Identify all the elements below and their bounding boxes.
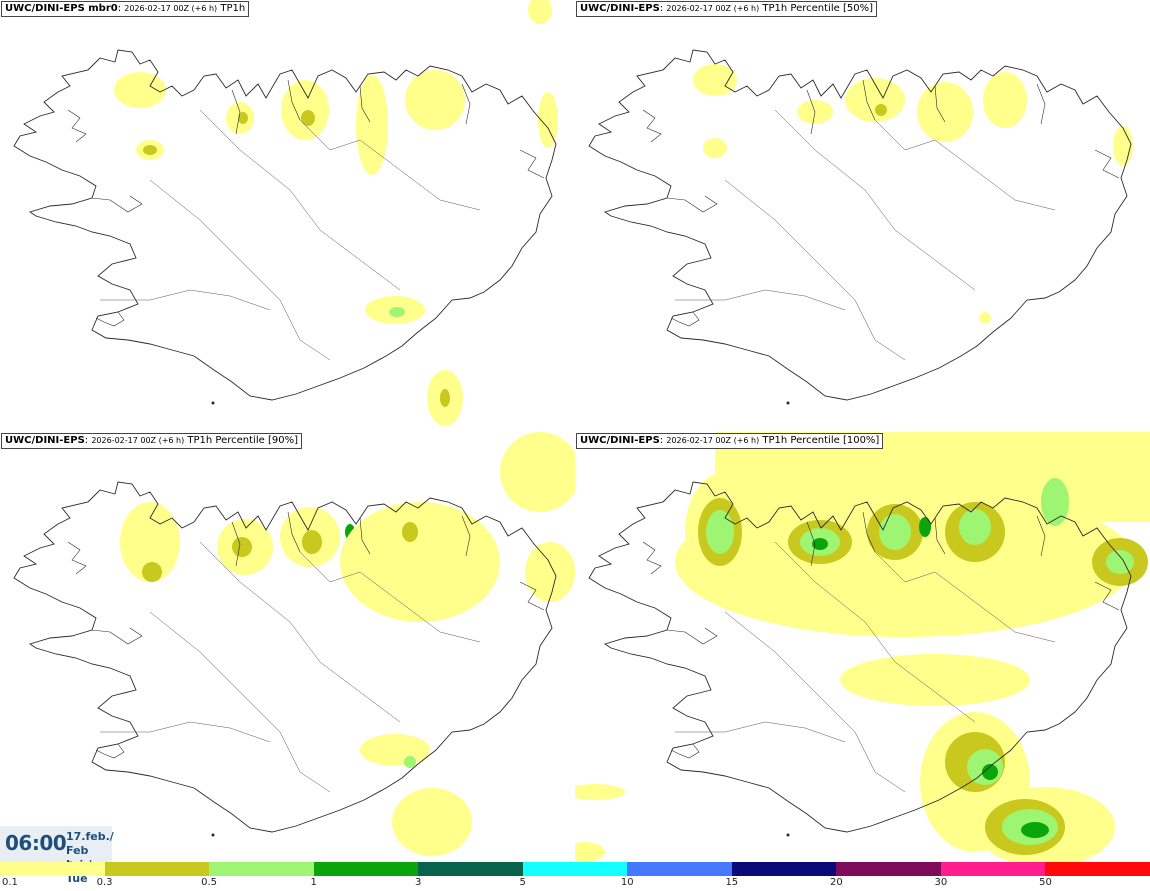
legend-swatch <box>0 862 105 876</box>
legend-swatch <box>522 862 628 876</box>
panel-title: UWC/DINI-EPS mbr0: 2026-02-17 00Z (+6 h)… <box>1 1 250 17</box>
legend-swatch <box>209 862 315 876</box>
precip-fields <box>120 432 575 856</box>
panel-title: UWC/DINI-EPS: 2026-02-17 00Z (+6 h) TP1h… <box>1 433 302 449</box>
map-panel-p100: UWC/DINI-EPS: 2026-02-17 00Z (+6 h) TP1h… <box>575 432 1150 862</box>
valid-time-box: 06:00 17.feb./ Feb Þri./ Tue <box>0 826 114 885</box>
legend-tick-label: 20 <box>829 877 843 888</box>
precip-map <box>588 49 1133 405</box>
legend-tick-label: 3 <box>414 877 422 888</box>
legend-swatch <box>627 862 733 876</box>
panel-title: UWC/DINI-EPS: 2026-02-17 00Z (+6 h) TP1h… <box>576 1 877 17</box>
legend-tick-label: 15 <box>725 877 739 888</box>
precip-fields <box>693 64 1133 324</box>
legend-swatch <box>836 862 942 876</box>
legend-swatch <box>313 862 419 876</box>
valid-time: 06:00 <box>5 831 67 855</box>
legend-tick-label: 0.3 <box>96 877 113 888</box>
legend-tick-label: 5 <box>519 877 526 888</box>
legend-swatch <box>104 862 210 876</box>
legend-swatch <box>940 862 1046 876</box>
legend-swatch <box>731 862 837 876</box>
precip-fields <box>575 432 1150 862</box>
legend-tick-label: 1 <box>310 877 317 888</box>
panel-title: UWC/DINI-EPS: 2026-02-17 00Z (+6 h) TP1h… <box>576 433 884 449</box>
map-panel-p90: UWC/DINI-EPS: 2026-02-17 00Z (+6 h) TP1h… <box>0 432 575 862</box>
precip-map <box>13 0 558 426</box>
legend-tick-label: 0.1 <box>2 877 18 888</box>
map-panel-p50: UWC/DINI-EPS: 2026-02-17 00Z (+6 h) TP1h… <box>575 0 1150 430</box>
precip-map <box>13 432 575 856</box>
legend-swatch <box>1045 862 1150 876</box>
legend-tick-label: 30 <box>934 877 948 888</box>
legend-tick-label: 0.5 <box>201 877 218 888</box>
map-panel-mbr0: UWC/DINI-EPS mbr0: 2026-02-17 00Z (+6 h)… <box>0 0 575 430</box>
valid-date-line1: 17.feb./ Feb <box>66 830 114 857</box>
precip-map <box>575 432 1150 862</box>
precip-legend: 0.1 0.3 0.5 1 3 5 10 15 20 30 50 <box>0 862 1150 891</box>
legend-tick-label: 10 <box>620 877 634 888</box>
legend-swatch <box>418 862 524 876</box>
precip-fields <box>114 0 558 426</box>
legend-tick-label: 50 <box>1039 877 1052 888</box>
